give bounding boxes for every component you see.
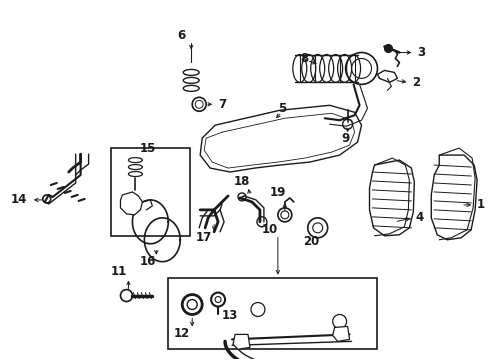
Polygon shape — [332, 327, 349, 341]
Text: 8: 8 — [299, 52, 307, 65]
Text: 11: 11 — [110, 265, 126, 278]
Polygon shape — [233, 334, 249, 349]
Bar — [168, 278, 377, 349]
Text: 13: 13 — [222, 309, 238, 322]
Text: 1: 1 — [476, 198, 484, 211]
Text: 9: 9 — [341, 132, 349, 145]
Text: 2: 2 — [411, 76, 420, 89]
Polygon shape — [369, 160, 413, 236]
Text: 6: 6 — [177, 29, 185, 42]
Bar — [110, 148, 190, 236]
Circle shape — [384, 45, 392, 53]
Text: 20: 20 — [303, 235, 319, 248]
Polygon shape — [430, 155, 476, 240]
Text: 18: 18 — [233, 175, 250, 189]
Polygon shape — [200, 105, 361, 172]
Text: 19: 19 — [269, 186, 285, 199]
Polygon shape — [120, 192, 142, 215]
Text: 10: 10 — [261, 223, 278, 236]
Text: 7: 7 — [218, 98, 226, 111]
Text: 5: 5 — [277, 102, 285, 115]
Text: 15: 15 — [140, 141, 156, 155]
Text: 4: 4 — [414, 211, 423, 224]
Text: 12: 12 — [174, 327, 190, 340]
Text: 16: 16 — [140, 255, 156, 268]
Text: 14: 14 — [11, 193, 27, 206]
Text: 3: 3 — [416, 46, 425, 59]
Text: 17: 17 — [196, 231, 212, 244]
